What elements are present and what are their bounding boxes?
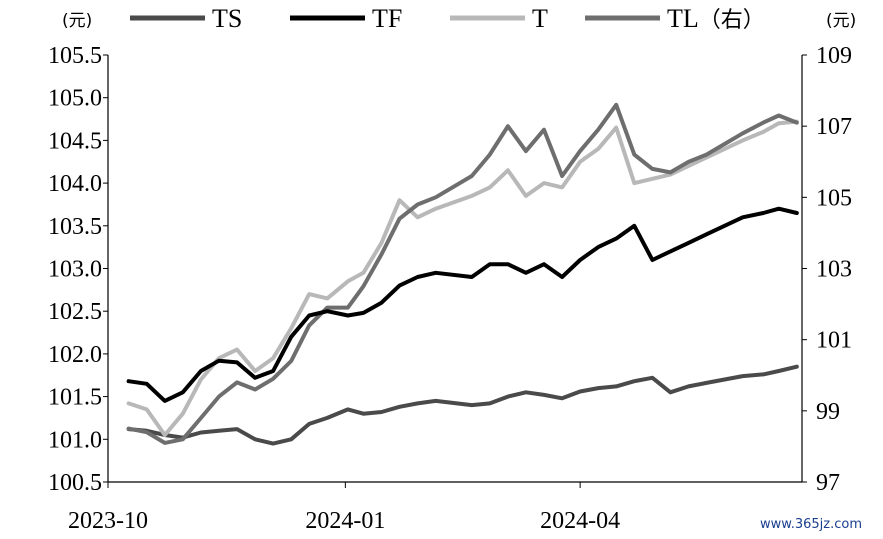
x-tick-label: 2023-10 [68, 508, 148, 534]
legend-label: TL（右） [667, 4, 765, 33]
left-tick-label: 104.0 [48, 171, 102, 197]
left-tick-label: 105.0 [48, 86, 102, 112]
right-tick-label: 101 [816, 328, 852, 354]
series-layer [126, 102, 799, 446]
right-tick-label: 99 [816, 399, 840, 425]
x-tick-label: 2024-04 [540, 508, 620, 534]
left-tick-label: 104.5 [48, 128, 102, 154]
right-tick-label: 109 [816, 43, 852, 69]
left-tick-label: 102.0 [48, 342, 102, 368]
right-tick-label: 107 [816, 114, 852, 140]
left-tick-label: 100.5 [48, 470, 102, 496]
left-tick-label: 103.0 [48, 257, 102, 283]
legend-label: TS [212, 4, 242, 33]
left-tick-label: 101.0 [48, 427, 102, 453]
right-tick-label: 103 [816, 257, 852, 283]
right-axis-unit: (元) [826, 11, 856, 31]
axes-layer: 100.5 101.0 101.5 102.0 102.5 103.0 103.5 104.0… [48, 43, 852, 534]
right-tick-label: 97 [816, 470, 840, 496]
left-tick-label: 103.5 [48, 214, 102, 240]
legend: TS TF T TL（右） [130, 4, 765, 33]
legend-label: T [532, 4, 548, 33]
ts-series-line [126, 364, 799, 446]
right-tick-label: 105 [816, 185, 852, 211]
tl-series-line [126, 102, 799, 445]
watermark-text: www.365jz.com [760, 517, 862, 532]
t-series-line [126, 119, 799, 437]
left-axis-unit: (元) [62, 11, 92, 31]
left-tick-label: 105.5 [48, 43, 102, 69]
left-tick-label: 101.5 [48, 385, 102, 411]
legend-label: TF [372, 4, 402, 33]
left-tick-label: 102.5 [48, 299, 102, 325]
tf-series-line [126, 206, 799, 403]
x-tick-label: 2024-01 [305, 508, 385, 534]
